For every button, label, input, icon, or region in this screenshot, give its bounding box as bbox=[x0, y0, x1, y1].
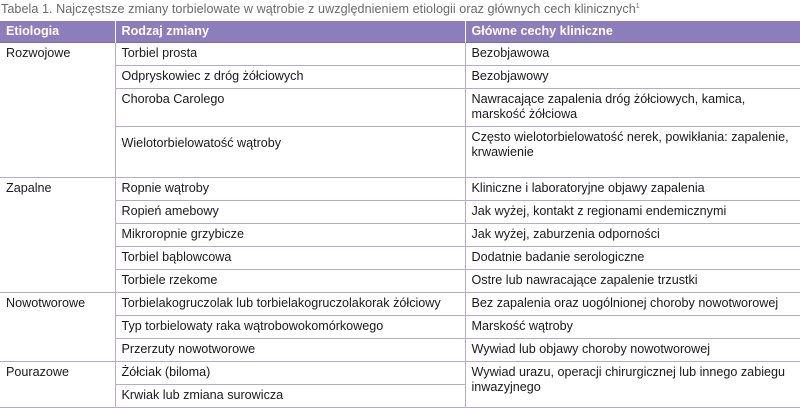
type-cell: Mikroropnie grzybicze bbox=[115, 223, 466, 247]
table-row: Typ torbielowaty raka wątrobowokomórkowe… bbox=[0, 315, 800, 339]
type-cell: Wielotorbielowatość wątroby bbox=[115, 126, 466, 178]
type-cell: Przerzuty nowotworowe bbox=[115, 338, 466, 362]
type-cell: Ropień amebowy bbox=[115, 200, 466, 224]
type-cell: Torbiel prosta bbox=[114, 42, 466, 66]
table-row: Mikroropnie grzybicze Jak wyżej, zaburze… bbox=[0, 223, 800, 247]
features-cell: Jak wyżej, zaburzenia odporności bbox=[464, 223, 800, 247]
table-row: Nowotworowe Torbielakogruczolak lub torb… bbox=[0, 292, 800, 362]
features-cell: Bezobjawowy bbox=[464, 65, 800, 89]
features-cell: Bez zapalenia oraz uogólnionej choroby n… bbox=[464, 292, 800, 316]
header-etiology: Etiologia bbox=[0, 21, 116, 43]
type-cell: Żółciak (biloma) bbox=[114, 361, 466, 385]
type-cell: Odpryskowiec z dróg żółciowych bbox=[115, 65, 466, 89]
type-cell: Ropnie wątroby bbox=[114, 177, 466, 201]
etiology-cell: Zapalne bbox=[0, 177, 116, 293]
header-type: Rodzaj zmiany bbox=[115, 21, 466, 43]
table-row: Pourazowe Żółciak (biloma) Wywiad urazu,… bbox=[0, 361, 800, 408]
type-cell: Torbiele rzekome bbox=[115, 269, 466, 293]
features-cell: Jak wyżej, kontakt z regionami endemiczn… bbox=[464, 200, 800, 224]
header-row: Etiologia Rodzaj zmiany Główne cechy kli… bbox=[0, 21, 800, 43]
features-cell: Często wielotorbielowatość nerek, powikł… bbox=[464, 126, 800, 178]
type-cell: Typ torbielowaty raka wątrobowokomórkowe… bbox=[115, 315, 466, 339]
etiology-cell: Rozwojowe bbox=[0, 42, 116, 178]
table-row: Zapalne Ropnie wątroby Kliniczne i labor… bbox=[0, 177, 800, 293]
table-row: Przerzuty nowotworowe Wywiad lub objawy … bbox=[0, 338, 800, 362]
table-row: Rozwojowe Torbiel prosta Bezobjawowa bbox=[0, 42, 800, 178]
features-cell: Wywiad lub objawy choroby nowotworowej bbox=[464, 338, 800, 362]
etiology-cell: Pourazowe bbox=[0, 361, 116, 408]
table-row: Odpryskowiec z dróg żółciowych Bezobjawo… bbox=[0, 65, 800, 89]
features-cell: Dodatnie badanie serologiczne bbox=[464, 246, 800, 270]
type-cell: Choroba Carolego bbox=[115, 88, 466, 127]
table-row: Torbiel bąblowcowa Dodatnie badanie sero… bbox=[0, 246, 800, 270]
features-cell: Ostre lub nawracające zapalenie trzustki bbox=[464, 269, 800, 293]
features-cell: Wywiad urazu, operacji chirurgicznej lub… bbox=[464, 361, 800, 408]
features-cell: Marskość wątroby bbox=[464, 315, 800, 339]
etiology-cell: Nowotworowe bbox=[0, 292, 116, 362]
type-cell: Torbiel bąblowcowa bbox=[115, 246, 466, 270]
table-row: Wielotorbielowatość wątroby Często wielo… bbox=[0, 126, 800, 178]
features-cell: Bezobjawowa bbox=[464, 42, 800, 66]
header-features: Główne cechy kliniczne bbox=[465, 21, 800, 43]
caption-reference: 1 bbox=[635, 3, 640, 10]
features-cell: Kliniczne i laboratoryjne objawy zapalen… bbox=[464, 177, 800, 201]
table-row: Torbiele rzekome Ostre lub nawracające z… bbox=[0, 269, 800, 293]
cystic-lesions-table: Etiologia Rodzaj zmiany Główne cechy kli… bbox=[0, 21, 800, 408]
features-cell: Nawracające zapalenia dróg żółciowych, k… bbox=[464, 88, 800, 127]
type-cell: Torbielakogruczolak lub torbielakogruczo… bbox=[114, 292, 466, 316]
table-row: Ropień amebowy Jak wyżej, kontakt z regi… bbox=[0, 200, 800, 224]
table-caption: Tabela 1. Najczęstsze zmiany torbielowat… bbox=[1, 2, 640, 16]
table-row: Choroba Carolego Nawracające zapalenia d… bbox=[0, 88, 800, 127]
caption-text: Tabela 1. Najczęstsze zmiany torbielowat… bbox=[1, 2, 636, 16]
type-cell: Krwiak lub zmiana surowicza bbox=[115, 384, 465, 408]
